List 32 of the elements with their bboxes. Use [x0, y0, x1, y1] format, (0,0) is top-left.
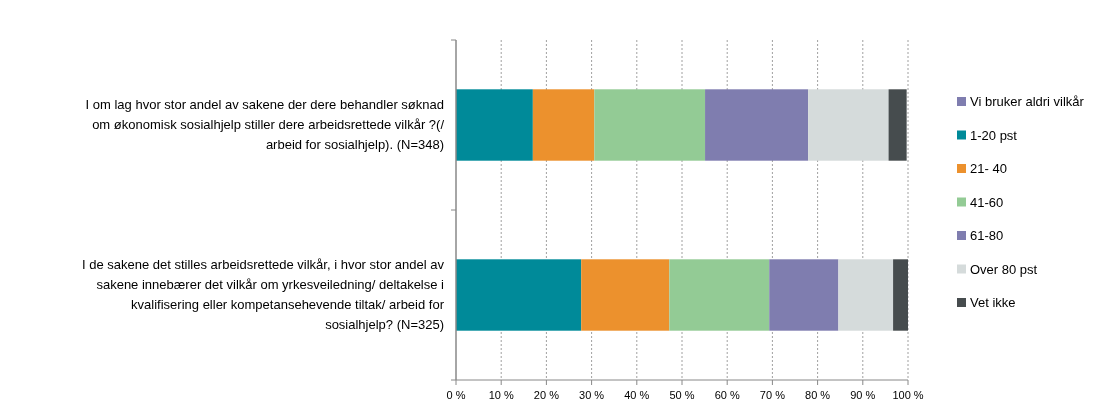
- bar: [581, 259, 670, 331]
- legend-label: Vi bruker aldri vilkår: [970, 94, 1085, 109]
- x-tick-label: 0 %: [446, 389, 466, 401]
- x-tick-label: 100 %: [892, 389, 924, 401]
- bar: [456, 89, 533, 161]
- bar: [456, 259, 582, 331]
- bar: [893, 259, 908, 331]
- x-tick-label: 20 %: [533, 389, 560, 401]
- bar: [808, 89, 889, 161]
- bar: [669, 259, 770, 331]
- x-tick-label: 50 %: [669, 389, 695, 401]
- x-tick-label: 10 %: [488, 389, 514, 401]
- y-tick-label: I om lag hvor stor andel av sakene der dere behandler søknad om økonomisk sosialhjelp stiller dere arbeidsrettede vilkår ?(/ arbeid for sosialhjelp). (N=348): [85, 97, 445, 152]
- bar: [594, 89, 706, 161]
- bar: [888, 89, 907, 161]
- y-tick-label: I de sakene det stilles arbeidsrettede vilkår, i hvor stor andel av sakene innebærer det vilkår om yrkesveiledning/ deltakelse i kvalifisering eller kompetansehevende tiltak/ arbeid for sosialhjelp? (N=325): [81, 257, 445, 332]
- x-tick-label: 30 %: [579, 389, 605, 401]
- bar: [532, 89, 595, 161]
- legend-label: 1-20 pst: [970, 127, 1018, 143]
- legend-label: 61-80: [970, 228, 1004, 243]
- bar: [769, 259, 839, 331]
- x-tick-label: 60 %: [714, 389, 740, 401]
- legend-label: 21- 40: [970, 161, 1007, 176]
- bar: [838, 259, 894, 331]
- legend-label: Over 80 pst: [970, 261, 1038, 277]
- legend-label: Vet ikke: [970, 295, 1016, 310]
- x-tick-label: 80 %: [805, 389, 831, 401]
- x-tick-label: 90 %: [850, 389, 876, 401]
- x-tick-label: 40 %: [624, 389, 650, 401]
- legend-label: 41-60: [970, 194, 1004, 210]
- bar: [705, 89, 809, 161]
- x-tick-label: 70 %: [759, 389, 786, 401]
